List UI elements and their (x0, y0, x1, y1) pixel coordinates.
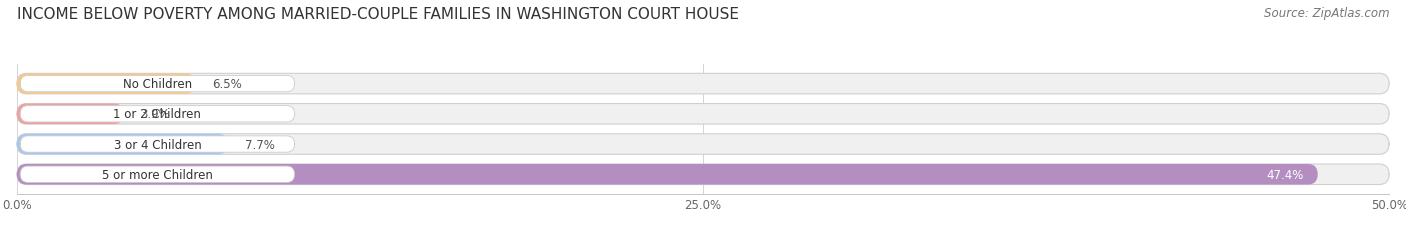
FancyBboxPatch shape (20, 136, 295, 152)
FancyBboxPatch shape (20, 166, 295, 183)
FancyBboxPatch shape (17, 104, 124, 125)
Text: 6.5%: 6.5% (212, 78, 242, 91)
FancyBboxPatch shape (17, 134, 1389, 155)
Text: 5 or more Children: 5 or more Children (103, 168, 212, 181)
FancyBboxPatch shape (17, 74, 195, 94)
Text: 3 or 4 Children: 3 or 4 Children (114, 138, 201, 151)
Text: 47.4%: 47.4% (1267, 168, 1303, 181)
Text: 1 or 2 Children: 1 or 2 Children (114, 108, 201, 121)
FancyBboxPatch shape (17, 134, 228, 155)
Text: 3.9%: 3.9% (141, 108, 170, 121)
FancyBboxPatch shape (20, 76, 295, 92)
FancyBboxPatch shape (20, 106, 295, 122)
FancyBboxPatch shape (17, 164, 1317, 185)
Text: INCOME BELOW POVERTY AMONG MARRIED-COUPLE FAMILIES IN WASHINGTON COURT HOUSE: INCOME BELOW POVERTY AMONG MARRIED-COUPL… (17, 7, 740, 22)
Text: 7.7%: 7.7% (245, 138, 274, 151)
FancyBboxPatch shape (17, 164, 1389, 185)
FancyBboxPatch shape (17, 104, 1389, 125)
FancyBboxPatch shape (17, 74, 1389, 94)
Text: Source: ZipAtlas.com: Source: ZipAtlas.com (1264, 7, 1389, 20)
Text: No Children: No Children (122, 78, 193, 91)
